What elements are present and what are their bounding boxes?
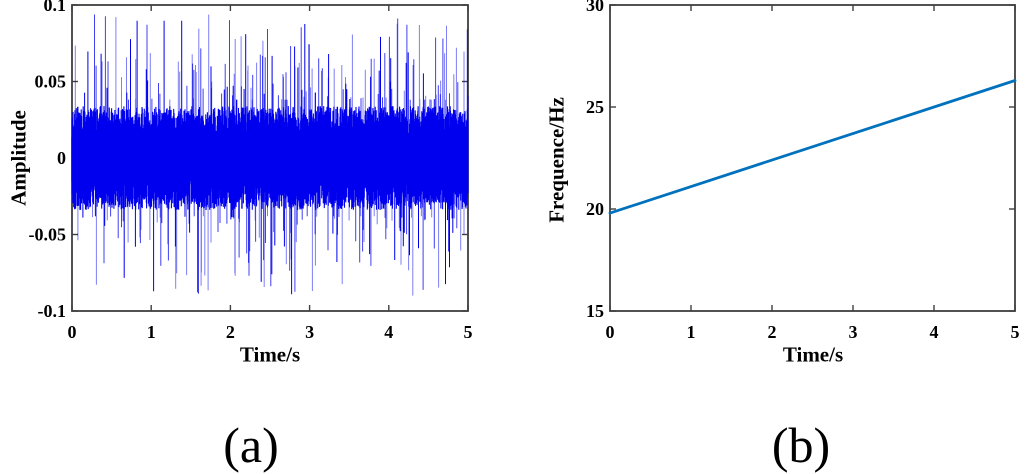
chirp-line-b xyxy=(608,79,1017,215)
x-tick-label-a: 2 xyxy=(226,322,235,342)
plot-frame-b xyxy=(609,4,1016,312)
noise-spikes-a xyxy=(74,14,465,296)
noise-spikes-a xyxy=(94,14,469,294)
y-tick-label-b: 30 xyxy=(586,0,604,15)
x-tick-label-a: 3 xyxy=(305,322,314,342)
y-tick-label-a: 0.1 xyxy=(44,0,67,15)
x-tick-label-b: 2 xyxy=(768,322,777,342)
x-axis-label-b: Time/s xyxy=(782,342,844,367)
x-tick-label-a: 5 xyxy=(464,322,473,342)
x-axis-label-a: Time/s xyxy=(239,342,301,367)
x-tick-label-b: 1 xyxy=(687,322,696,342)
y-tick-label-a: -0.1 xyxy=(38,301,67,321)
y-tick-label-a: 0.05 xyxy=(35,72,67,92)
y-tick-label-a: 0 xyxy=(57,148,66,168)
y-tick-label-b: 20 xyxy=(586,199,604,219)
panel-caption-b: (b) xyxy=(771,417,831,473)
y-tick-label-b: 25 xyxy=(586,97,604,117)
panel-caption-a: (a) xyxy=(223,417,279,473)
x-tick-label-b: 4 xyxy=(930,322,939,342)
y-axis-label-a: Amplitude xyxy=(6,110,31,206)
x-tick-label-a: 4 xyxy=(384,322,393,342)
x-tick-label-a: 1 xyxy=(147,322,156,342)
x-tick-label-a: 0 xyxy=(68,322,77,342)
x-tick-label-b: 0 xyxy=(606,322,615,342)
x-tick-label-b: 5 xyxy=(1011,322,1020,342)
y-tick-label-b: 15 xyxy=(586,301,604,321)
x-tick-label-b: 3 xyxy=(849,322,858,342)
y-tick-label-a: -0.05 xyxy=(29,225,67,245)
y-axis-label-b: Frequence/Hz xyxy=(544,97,569,223)
